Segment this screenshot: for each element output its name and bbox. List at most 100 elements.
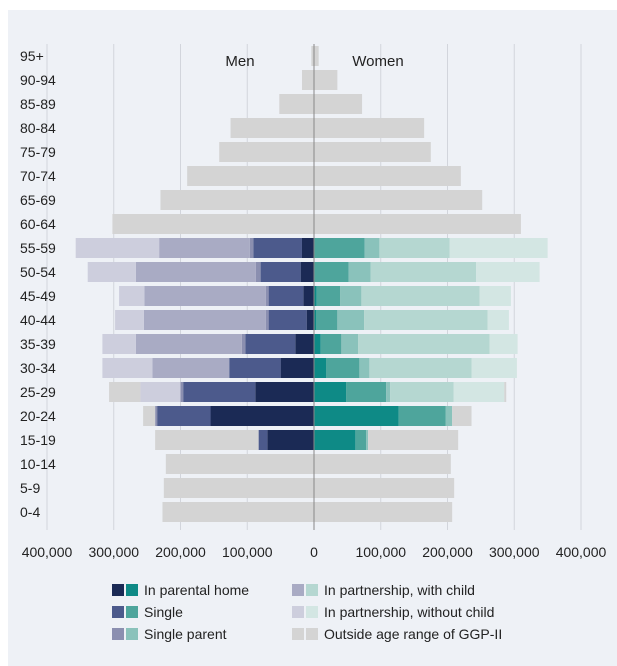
bar-men-30-34 bbox=[152, 358, 230, 378]
bar-men-20-24 bbox=[155, 406, 158, 426]
legend-label: Single parent bbox=[144, 626, 227, 642]
bar-women-20-24 bbox=[398, 406, 446, 426]
legend-swatch-men bbox=[292, 628, 304, 640]
legend-swatch-women bbox=[126, 584, 138, 596]
bar-women-5-9 bbox=[314, 478, 455, 498]
bar-women-30-34 bbox=[326, 358, 360, 378]
age-group-label: 0-4 bbox=[20, 504, 40, 520]
bar-men-55-59 bbox=[301, 238, 314, 258]
bar-women-15-19 bbox=[366, 430, 369, 450]
age-group-label: 55-59 bbox=[20, 240, 56, 256]
legend-swatch-men bbox=[292, 584, 304, 596]
x-tick-label: 400,000 bbox=[556, 544, 607, 560]
bar-men-55-59 bbox=[75, 238, 160, 258]
bar-women-15-19 bbox=[314, 430, 356, 450]
bar-women-35-39 bbox=[358, 334, 490, 354]
bar-women-25-29 bbox=[314, 382, 347, 402]
bar-women-90-94 bbox=[314, 70, 338, 90]
bar-women-55-59 bbox=[449, 238, 548, 258]
bar-women-35-39 bbox=[489, 334, 518, 354]
bar-men-95+ bbox=[311, 46, 314, 66]
bar-men-25-29 bbox=[140, 382, 181, 402]
bar-men-10-14 bbox=[165, 454, 314, 474]
bar-men-45-49 bbox=[144, 286, 266, 306]
bar-men-55-59 bbox=[159, 238, 250, 258]
bar-women-85-89 bbox=[314, 94, 363, 114]
legend-label: In parental home bbox=[144, 582, 250, 598]
x-tick-label: 200,000 bbox=[155, 544, 206, 560]
age-group-label: 10-14 bbox=[20, 456, 56, 472]
bar-men-40-44 bbox=[265, 310, 269, 330]
age-group-label: 75-79 bbox=[20, 144, 56, 160]
bar-men-65-69 bbox=[160, 190, 314, 210]
legend-swatch-men bbox=[112, 628, 124, 640]
bar-women-45-49 bbox=[316, 286, 341, 306]
bar-men-15-19 bbox=[155, 430, 259, 450]
bar-women-55-59 bbox=[379, 238, 450, 258]
bar-men-25-29 bbox=[183, 382, 256, 402]
bar-men-30-34 bbox=[229, 358, 281, 378]
age-group-label: 25-29 bbox=[20, 384, 56, 400]
legend-label: In partnership, with child bbox=[324, 582, 475, 598]
bar-men-35-39 bbox=[245, 334, 296, 354]
bar-women-25-29 bbox=[346, 382, 387, 402]
bar-men-45-49 bbox=[303, 286, 314, 306]
bar-men-25-29 bbox=[109, 382, 141, 402]
age-group-label: 20-24 bbox=[20, 408, 56, 424]
x-tick-label: 300,000 bbox=[88, 544, 139, 560]
bar-women-75-79 bbox=[314, 142, 431, 162]
bar-men-30-34 bbox=[280, 358, 314, 378]
bar-men-35-39 bbox=[241, 334, 246, 354]
bar-women-45-49 bbox=[340, 286, 362, 306]
bar-men-50-54 bbox=[87, 262, 136, 282]
x-tick-label: 0 bbox=[310, 544, 318, 560]
legend-label: In partnership, without child bbox=[324, 604, 495, 620]
age-group-label: 35-39 bbox=[20, 336, 56, 352]
bar-women-10-14 bbox=[314, 454, 451, 474]
bar-women-55-59 bbox=[314, 238, 365, 258]
bar-women-80-84 bbox=[314, 118, 425, 138]
bar-women-30-34 bbox=[314, 358, 327, 378]
bar-women-30-34 bbox=[369, 358, 472, 378]
bar-men-40-44 bbox=[306, 310, 314, 330]
bar-women-45-49 bbox=[361, 286, 480, 306]
bar-men-15-19 bbox=[267, 430, 314, 450]
age-group-label: 30-34 bbox=[20, 360, 56, 376]
legend-swatch-men bbox=[292, 606, 304, 618]
legend-swatch-women bbox=[306, 584, 318, 596]
bar-women-50-54 bbox=[476, 262, 540, 282]
legend-swatch-women bbox=[126, 606, 138, 618]
bar-men-50-54 bbox=[135, 262, 256, 282]
bar-women-35-39 bbox=[320, 334, 342, 354]
legend-swatch-women bbox=[306, 628, 318, 640]
age-group-label: 65-69 bbox=[20, 192, 56, 208]
age-group-label: 95+ bbox=[20, 48, 44, 64]
bar-men-35-39 bbox=[295, 334, 314, 354]
bar-women-25-29 bbox=[453, 382, 505, 402]
age-group-label: 40-44 bbox=[20, 312, 56, 328]
bar-women-0-4 bbox=[314, 502, 453, 522]
bar-women-45-49 bbox=[314, 286, 317, 306]
age-group-label: 5-9 bbox=[20, 480, 40, 496]
legend-swatch-women bbox=[306, 606, 318, 618]
bar-women-40-44 bbox=[337, 310, 365, 330]
bar-men-50-54 bbox=[300, 262, 314, 282]
bar-men-0-4 bbox=[162, 502, 314, 522]
legend-swatch-women bbox=[126, 628, 138, 640]
bar-women-40-44 bbox=[487, 310, 509, 330]
bar-women-50-54 bbox=[348, 262, 371, 282]
age-group-label: 50-54 bbox=[20, 264, 56, 280]
bar-men-20-24 bbox=[157, 406, 211, 426]
bar-men-85-89 bbox=[279, 94, 314, 114]
bar-men-40-44 bbox=[268, 310, 307, 330]
women-group-label: Women bbox=[352, 53, 403, 70]
legend-item-single: Single bbox=[112, 604, 183, 620]
bar-women-50-54 bbox=[370, 262, 477, 282]
legend-swatch-men bbox=[112, 584, 124, 596]
bar-women-20-24 bbox=[314, 406, 399, 426]
bar-women-30-34 bbox=[359, 358, 370, 378]
age-group-label: 70-74 bbox=[20, 168, 56, 184]
bar-men-60-64 bbox=[112, 214, 314, 234]
bar-women-70-74 bbox=[314, 166, 461, 186]
age-group-label: 15-19 bbox=[20, 432, 56, 448]
